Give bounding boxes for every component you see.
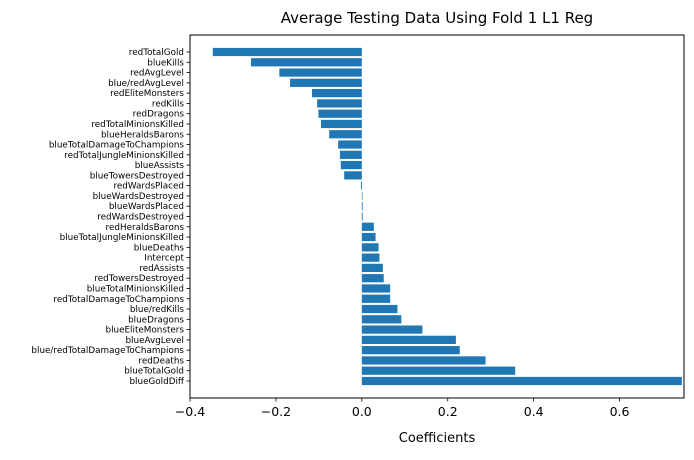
y-tick-label: blueTowersDestroyed [90,171,184,181]
x-tick-label: 0.6 [610,404,630,419]
bar [361,263,383,273]
y-tick-label: blueAvgLevel [125,336,184,346]
y-tick-label: redTotalJungleMinionsKilled [64,151,184,161]
bar [321,119,362,129]
bar [212,47,362,57]
x-tick-label: 0.0 [352,404,372,419]
bar [361,212,363,221]
y-tick-label: blueTotalGold [124,367,184,377]
y-tick-label: redTotalDamageToChampions [53,295,184,305]
x-tick-label: 0.2 [438,404,458,419]
y-axis: blueGoldDiffblueTotalGoldredDeathsblue/r… [31,48,190,387]
y-tick-label: redWardsDestroyed [97,213,184,223]
x-axis-title: Coefficients [399,431,476,446]
bar [344,171,362,180]
bar [361,315,402,324]
bar [338,140,362,149]
y-tick-label: redWardsPlaced [113,182,184,192]
bar [361,202,363,211]
bar [340,160,362,170]
bar [361,376,682,386]
bar [361,294,391,303]
bar [279,68,362,77]
y-tick-label: redHeraldsBarons [106,223,185,233]
bar [361,304,398,314]
y-tick-label: redKills [152,99,185,109]
y-tick-label: blueGoldDiff [129,377,184,387]
x-tick-label: −0.2 [261,404,291,419]
y-tick-label: blueWardsDestroyed [93,192,184,202]
y-tick-label: blueDragons [128,315,184,325]
bar [318,109,362,118]
bar [361,366,516,375]
y-tick-label: blueAssists [135,161,185,171]
bar [361,253,380,262]
y-tick-label: redDeaths [138,356,184,366]
bar [361,274,384,283]
bar [317,99,362,108]
chart-title: Average Testing Data Using Fold 1 L1 Reg [281,9,593,27]
y-tick-label: redTowersDestroyed [94,274,184,284]
bar [311,89,362,98]
x-tick-label: −0.4 [175,404,205,419]
bar [290,78,362,87]
y-tick-label: Intercept [144,254,184,264]
bar [361,222,374,231]
bar [361,346,460,355]
bar [339,150,362,159]
y-tick-label: redAvgLevel [130,69,184,79]
plot-frame [189,34,685,399]
y-tick-label: blueWardsPlaced [109,202,184,212]
y-tick-label: redTotalMinionsKilled [91,120,184,130]
y-tick-label: blueHeraldsBarons [101,130,184,140]
y-tick-label: blueTotalJungleMinionsKilled [60,233,184,243]
bar [361,284,391,293]
y-tick-label: redAssists [139,264,184,274]
y-tick-label: redTotalGold [129,48,184,58]
bar [361,335,456,344]
y-tick-label: blueDeaths [134,243,185,253]
y-tick-label: blueTotalMinionsKilled [87,284,184,294]
y-tick-label: blue/redTotalDamageToChampions [31,346,184,356]
y-tick-label: blueEliteMonsters [105,326,184,336]
x-tick-label: 0.4 [524,404,544,419]
bar [361,325,423,334]
bar [361,232,376,242]
y-tick-label: redDragons [133,110,185,120]
y-tick-label: redEliteMonsters [110,89,184,99]
y-tick-label: blue/redKills [130,305,184,315]
bar [329,130,362,139]
bar [361,191,363,201]
bar [360,181,362,190]
bars-layer [212,47,682,386]
x-axis: −0.4 −0.2 0.0 0.2 0.4 0.6 [175,398,630,419]
y-tick-label: blueTotalDamageToChampions [49,141,185,151]
y-tick-label: blue/redAvgLevel [108,79,184,89]
bar [250,58,362,67]
bar [361,356,486,365]
y-tick-label: blueKills [147,58,184,68]
bar [361,243,379,252]
